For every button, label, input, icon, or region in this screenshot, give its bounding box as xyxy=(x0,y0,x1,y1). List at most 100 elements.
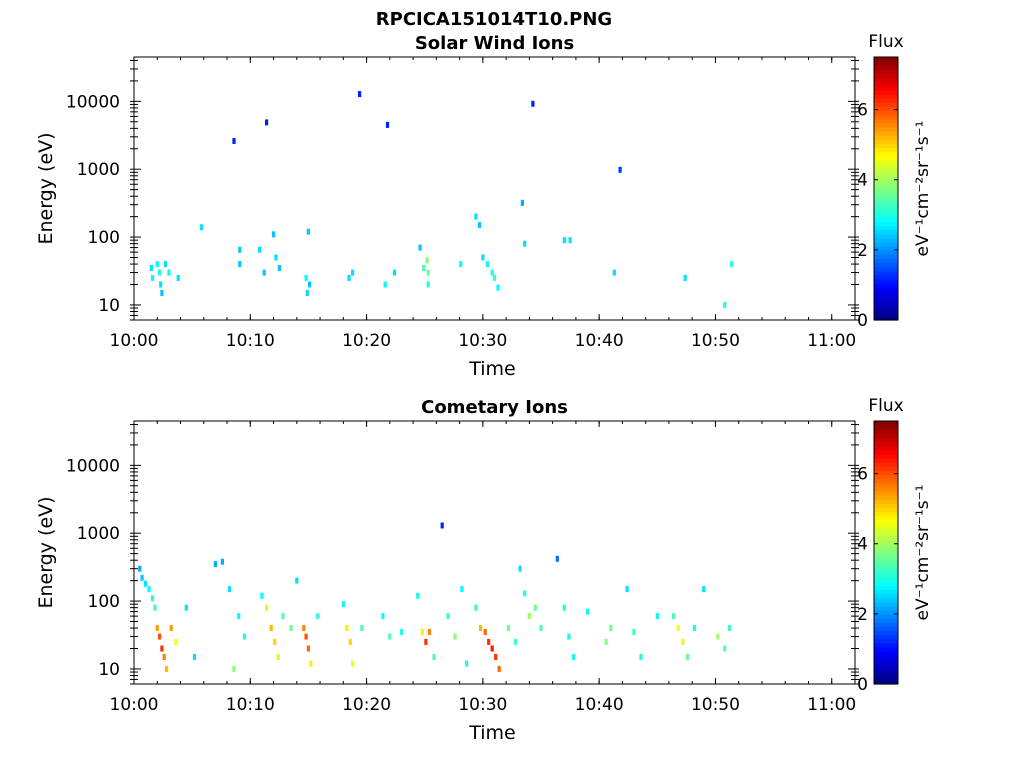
flux-cell xyxy=(562,237,566,244)
colorbar-swatch xyxy=(874,135,898,140)
colorbar-swatch xyxy=(874,77,898,83)
flux-cell xyxy=(399,629,404,635)
colorbar-swatch xyxy=(874,118,898,124)
colorbar-title: Flux xyxy=(868,32,903,52)
y-tick-label: 10 xyxy=(98,296,120,316)
colorbar-swatch xyxy=(874,453,898,459)
colorbar-label: eV⁻¹cm⁻²sr⁻¹s⁻¹ xyxy=(913,485,933,621)
flux-cell xyxy=(184,604,188,611)
colorbar-swatch xyxy=(874,634,898,640)
colorbar-swatch xyxy=(874,531,898,537)
colorbar-swatch xyxy=(874,69,898,75)
colorbar-swatch xyxy=(874,241,898,247)
colorbar-swatch xyxy=(874,315,898,321)
flux-cell xyxy=(304,274,308,281)
x-tick-label: 11:00 xyxy=(807,331,856,351)
colorbar-swatch xyxy=(874,192,898,198)
flux-cell xyxy=(481,254,485,261)
flux-cell xyxy=(506,625,511,632)
colorbar-swatch xyxy=(874,433,898,439)
colorbar-swatch xyxy=(874,614,898,619)
flux-cell xyxy=(568,237,572,244)
flux-cell xyxy=(440,522,444,529)
flux-cell xyxy=(162,654,166,660)
flux-cell xyxy=(238,261,242,268)
flux-cell xyxy=(692,625,697,632)
flux-cell xyxy=(273,638,277,645)
colorbar-swatch xyxy=(874,233,898,239)
figure-title: RPCICA151014T10.PNG xyxy=(376,9,612,30)
colorbar-swatch xyxy=(874,548,898,554)
colorbar-swatch xyxy=(874,200,898,206)
flux-cell xyxy=(341,601,345,608)
flux-cell xyxy=(271,231,276,238)
colorbar-swatch xyxy=(874,229,898,235)
colorbar-swatch xyxy=(874,89,898,95)
flux-cell xyxy=(160,290,164,296)
flux-cell xyxy=(539,625,543,632)
colorbar-swatch xyxy=(874,589,898,595)
colorbar-tick-label: 2 xyxy=(857,605,868,625)
flux-cell xyxy=(147,586,151,593)
colorbar-swatch xyxy=(874,93,898,99)
flux-cell xyxy=(474,604,478,611)
x-tick-label: 10:40 xyxy=(575,695,624,715)
x-tick-label: 10:30 xyxy=(458,331,507,351)
flux-cell xyxy=(494,654,498,660)
flux-cell xyxy=(465,660,469,667)
y-axis-label: Energy (eV) xyxy=(35,496,57,608)
flux-cell xyxy=(155,261,159,268)
flux-cell xyxy=(572,654,576,660)
y-tick-label: 10 xyxy=(98,660,120,680)
flux-cell xyxy=(681,638,685,645)
flux-cell xyxy=(158,269,162,276)
colorbar-swatch xyxy=(874,482,898,488)
colorbar-swatch xyxy=(874,523,898,529)
flux-cell xyxy=(269,625,273,632)
flux-cell xyxy=(140,574,144,581)
flux-cell xyxy=(306,645,310,652)
flux-cell xyxy=(351,660,355,667)
colorbar-swatch xyxy=(874,642,898,648)
colorbar-swatch xyxy=(874,184,898,190)
flux-cell xyxy=(302,625,306,632)
flux-cell xyxy=(426,269,430,276)
flux-cell xyxy=(237,613,241,620)
flux-cell xyxy=(192,654,197,660)
colorbar-swatch xyxy=(874,295,898,301)
flux-cell xyxy=(392,269,397,276)
colorbar-swatch xyxy=(874,462,898,467)
colorbar-swatch xyxy=(874,441,898,447)
colorbar-swatch xyxy=(874,57,898,62)
colorbar-swatch xyxy=(874,85,898,91)
colorbar-swatch xyxy=(874,593,898,599)
flux-cell xyxy=(533,604,537,611)
colorbar-frame xyxy=(873,56,899,321)
colorbar-swatch xyxy=(874,494,898,500)
colorbar-swatch xyxy=(874,278,898,284)
colorbar-swatch xyxy=(874,102,898,107)
colorbar-swatch xyxy=(874,581,898,586)
colorbar-swatch xyxy=(874,527,898,533)
colorbar-swatch xyxy=(874,540,898,545)
x-tick-label: 10:00 xyxy=(110,331,159,351)
colorbar-swatch xyxy=(874,552,898,558)
y-axis-label: Energy (eV) xyxy=(35,132,57,244)
flux-cell xyxy=(153,604,157,611)
colorbar-label: eV⁻¹cm⁻²sr⁻¹s⁻¹ xyxy=(913,121,933,257)
colorbar-swatch xyxy=(874,503,898,508)
flux-cell xyxy=(523,240,527,247)
flux-cell xyxy=(305,290,309,296)
flux-cell xyxy=(585,608,590,615)
colorbar-swatch xyxy=(874,303,898,309)
colorbar-swatch xyxy=(874,196,898,202)
colorbar-swatch xyxy=(874,577,898,582)
flux-cell xyxy=(425,257,429,264)
flux-cell xyxy=(260,592,264,599)
colorbar-swatch xyxy=(874,663,898,669)
colorbar-swatch xyxy=(874,180,898,185)
flux-cell xyxy=(258,246,262,253)
panel-title: Solar Wind Ions xyxy=(415,33,574,54)
colorbar-swatch xyxy=(874,291,898,296)
flux-cell xyxy=(453,633,457,640)
